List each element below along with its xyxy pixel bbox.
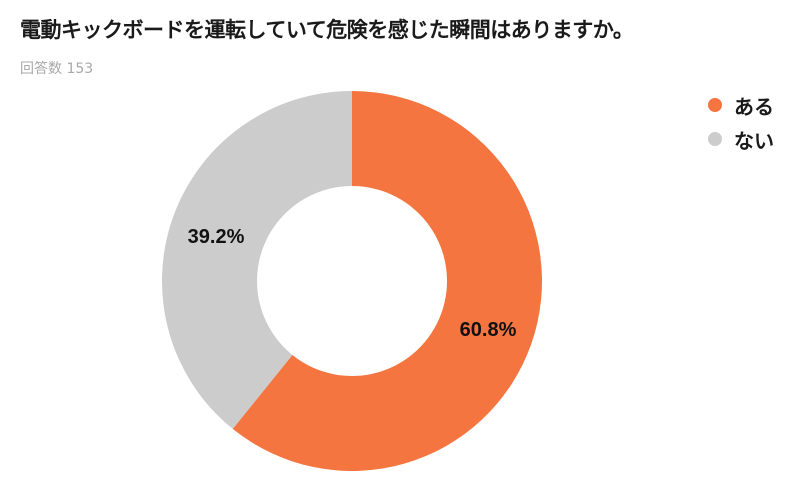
legend-dot-icon [708,132,722,146]
label-no-percent: 39.2% [188,226,245,248]
legend-item-yes: ある [708,88,774,122]
label-yes-percent: 60.8% [460,319,517,341]
legend-item-no: ない [708,122,774,156]
legend-label: ある [734,94,774,119]
donut-segment-yes [232,91,542,471]
chart-title: 電動キックボードを運転していて危険を感じた瞬間はありますか。 [20,18,634,42]
donut-segment-no [161,91,352,429]
legend-label: ない [734,128,774,153]
legend: ある ない [708,88,774,156]
legend-dot-icon [708,98,722,112]
response-count: 回答数 153 [20,61,94,77]
